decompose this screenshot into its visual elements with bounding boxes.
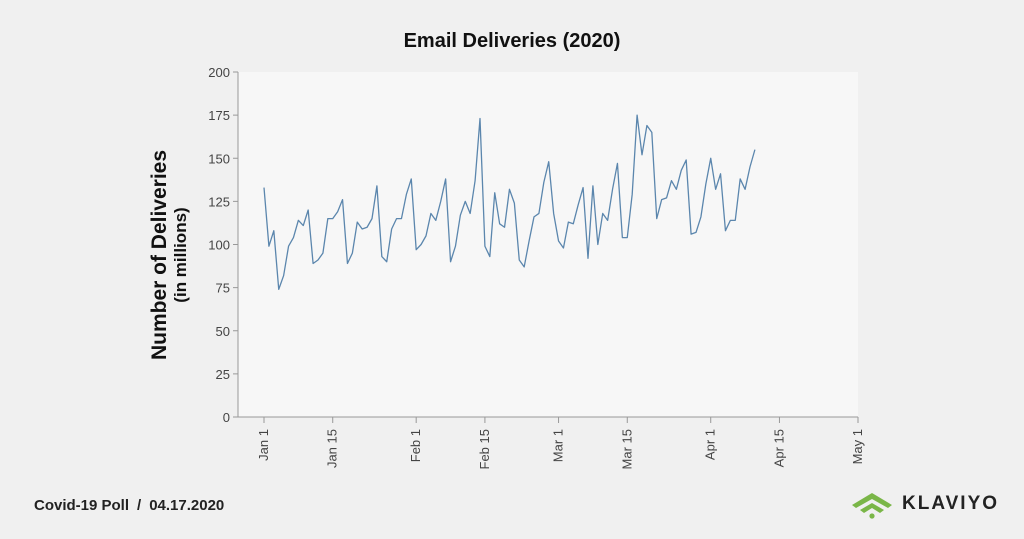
series-group [263,114,756,291]
x-tick-label: Feb 15 [477,429,492,469]
klaviyo-logo: KLAVIYO [850,488,999,520]
chart-title: Email Deliveries (2020) [403,30,621,52]
klaviyo-wifi-icon [852,493,892,519]
x-tick-label: Jan 1 [256,429,271,461]
y-tick-label: 150 [208,151,230,166]
poll-label: Covid-19 Poll [34,497,130,514]
poll-date: 04.17.2020 [149,497,225,514]
separator: / [137,497,142,514]
x-tick-label: May 1 [850,429,865,464]
y-tick-label: 50 [216,324,230,339]
x-tick-label: Apr 1 [703,429,718,460]
plot-area [238,72,858,417]
x-tick-label: Mar 1 [551,429,566,462]
y-tick-label: 25 [216,367,230,382]
x-tick-label: Apr 15 [771,429,786,467]
y-tick-label: 175 [208,108,230,123]
x-tick-label: Feb 1 [408,429,423,462]
series-line [263,114,756,291]
x-tick-label: Mar 15 [619,429,634,469]
y-tick-label: 200 [208,65,230,80]
x-tick-label: Jan 15 [325,429,340,468]
footer-caption: Covid-19 Poll / 04.17.2020 [34,497,224,514]
y-tick-label: 0 [223,410,230,425]
y-tick-label: 75 [216,281,230,296]
y-tick-label: 125 [208,194,230,209]
y-tick-label: 100 [208,238,230,253]
axes: 0 25 50 75 100 125 150 175 200 Jan 1 Jan 15 Feb 1 Fe… [208,65,865,469]
logo-text: KLAVIYO [902,493,1000,514]
